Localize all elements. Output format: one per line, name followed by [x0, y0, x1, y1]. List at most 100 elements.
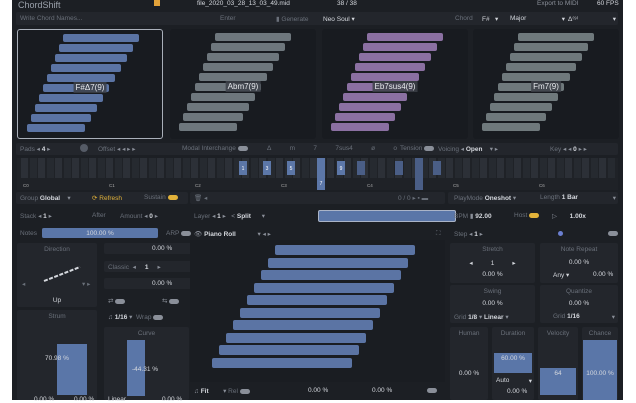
active-key[interactable]: [395, 161, 403, 175]
eye-icon[interactable]: 👁: [194, 231, 203, 238]
piano-key[interactable]: [556, 158, 564, 178]
next-direction-arrow[interactable]: ▾ ▸: [82, 281, 91, 288]
piano-key[interactable]: [199, 158, 207, 178]
piano-key[interactable]: [301, 158, 309, 178]
piano-key[interactable]: [148, 158, 156, 178]
split-dropdown[interactable]: Split: [236, 213, 251, 220]
duration-slider[interactable]: [494, 340, 532, 373]
enter-button[interactable]: Enter: [220, 15, 236, 22]
layer-range-slider[interactable]: [318, 210, 456, 222]
piano-key[interactable]: [522, 158, 530, 178]
active-key[interactable]: [357, 161, 365, 175]
modal-interchange-toggle[interactable]: [237, 145, 248, 151]
curve-slider[interactable]: [127, 340, 145, 396]
chord-names-input[interactable]: Write Chord Names...: [20, 15, 83, 22]
classic-field[interactable]: [104, 261, 197, 272]
swing-mode-dropdown[interactable]: Linear: [484, 314, 504, 321]
roll-note[interactable]: [268, 257, 408, 268]
generate-button[interactable]: ▮ Generate: [276, 16, 309, 23]
after-button[interactable]: After: [92, 212, 106, 219]
piano-key[interactable]: [140, 158, 147, 178]
piano-key[interactable]: [216, 158, 224, 178]
keyboard[interactable]: 1 3 5 7 9 C0 C1 C2 C3 C4 C5 C6: [17, 158, 618, 190]
quantize-pct[interactable]: 0.00 %: [568, 300, 590, 307]
step-toggle[interactable]: [608, 230, 618, 237]
piano-key[interactable]: [607, 158, 615, 178]
key-value[interactable]: 0: [573, 146, 577, 153]
swing-pct[interactable]: 0.00 %: [482, 300, 503, 307]
piano-key[interactable]: [174, 158, 181, 178]
piano-key[interactable]: [539, 158, 547, 178]
piano-key[interactable]: [157, 158, 164, 178]
piano-key[interactable]: [573, 158, 581, 178]
piano-key[interactable]: [55, 158, 62, 178]
amount-value[interactable]: 0: [149, 213, 153, 220]
roll-note[interactable]: [219, 345, 359, 355]
human-value[interactable]: 0.00 %: [458, 370, 480, 377]
stretch-stepper[interactable]: ◂ 1 ▸: [469, 260, 516, 267]
duration-mode-dropdown[interactable]: Auto ▾: [496, 377, 532, 385]
piano-key[interactable]: [46, 158, 54, 178]
piano-key[interactable]: [327, 158, 334, 178]
roll-note[interactable]: [233, 320, 373, 330]
piano-key[interactable]: [446, 158, 453, 178]
piano-key[interactable]: [437, 158, 445, 178]
piano-roll[interactable]: [190, 240, 445, 382]
chord-pad[interactable]: Eb7sus4(9): [322, 29, 468, 139]
piano-key[interactable]: [454, 158, 462, 178]
active-key[interactable]: 7: [317, 158, 325, 190]
pct2-field[interactable]: [104, 278, 197, 289]
piano-key[interactable]: [497, 158, 504, 178]
pct-b-value[interactable]: 0.00 %: [372, 387, 393, 394]
piano-key[interactable]: [21, 158, 28, 178]
rate-dropdown[interactable]: 1/16: [114, 314, 128, 321]
save-icon[interactable]: ▪: [417, 195, 420, 202]
roll-note[interactable]: [240, 307, 380, 318]
swing-grid-dropdown[interactable]: 1/8: [468, 314, 478, 321]
pct1-field[interactable]: [104, 243, 197, 254]
piano-key[interactable]: [123, 158, 130, 178]
duration-pct[interactable]: 0.00 %: [507, 388, 528, 395]
piano-key[interactable]: [471, 158, 479, 178]
playmode-dropdown[interactable]: Oneshot: [484, 195, 512, 202]
chord-pad[interactable]: Abm7(9): [170, 29, 316, 139]
pads-value[interactable]: 4: [41, 146, 46, 153]
group-dropdown[interactable]: Global: [39, 195, 61, 202]
piano-key[interactable]: [106, 158, 113, 178]
piano-key[interactable]: [344, 158, 351, 178]
piano-key[interactable]: [267, 158, 275, 178]
play-icon[interactable]: ▷: [552, 213, 557, 220]
velocity-slider[interactable]: [540, 340, 576, 395]
piano-key[interactable]: [531, 158, 538, 178]
mode-button[interactable]: ø: [371, 145, 376, 152]
piano-key[interactable]: [378, 158, 385, 178]
prev-direction-arrow[interactable]: ◂: [22, 281, 26, 288]
note-repeat-pct2[interactable]: 0.00 %: [593, 271, 614, 278]
pct-a-value[interactable]: 0.00 %: [308, 387, 329, 394]
extension-dropdown[interactable]: Δ⁽⁹⁾ ▾: [568, 16, 616, 23]
voicing-dropdown[interactable]: Open: [465, 146, 483, 153]
piano-key[interactable]: [369, 158, 377, 178]
piano-key[interactable]: [352, 158, 360, 178]
chord-pad[interactable]: Fm7(9): [473, 29, 619, 139]
active-key[interactable]: [415, 158, 423, 190]
chance-slider[interactable]: [583, 340, 617, 400]
roll-note[interactable]: [275, 245, 415, 255]
piano-key[interactable]: [514, 158, 521, 178]
app-icon[interactable]: [154, 0, 160, 6]
fit-dropdown[interactable]: Fit: [200, 388, 209, 395]
strum-slider[interactable]: [57, 323, 87, 395]
host-toggle[interactable]: [529, 212, 540, 218]
shuffle-toggle[interactable]: ⇄: [108, 297, 126, 305]
piano-key[interactable]: [386, 158, 394, 178]
classic-value[interactable]: 1: [144, 264, 149, 271]
piano-key[interactable]: [505, 158, 513, 178]
layer-value[interactable]: 1: [217, 213, 221, 220]
mode-button[interactable]: 7sus4: [335, 145, 353, 152]
piano-key[interactable]: [463, 158, 470, 178]
step-value[interactable]: 1: [474, 231, 478, 238]
stack-value[interactable]: 1: [43, 213, 47, 220]
export-midi-button[interactable]: Export to MIDI: [537, 0, 579, 7]
roll-note[interactable]: [247, 295, 387, 305]
misc-toggle[interactable]: [427, 387, 437, 394]
